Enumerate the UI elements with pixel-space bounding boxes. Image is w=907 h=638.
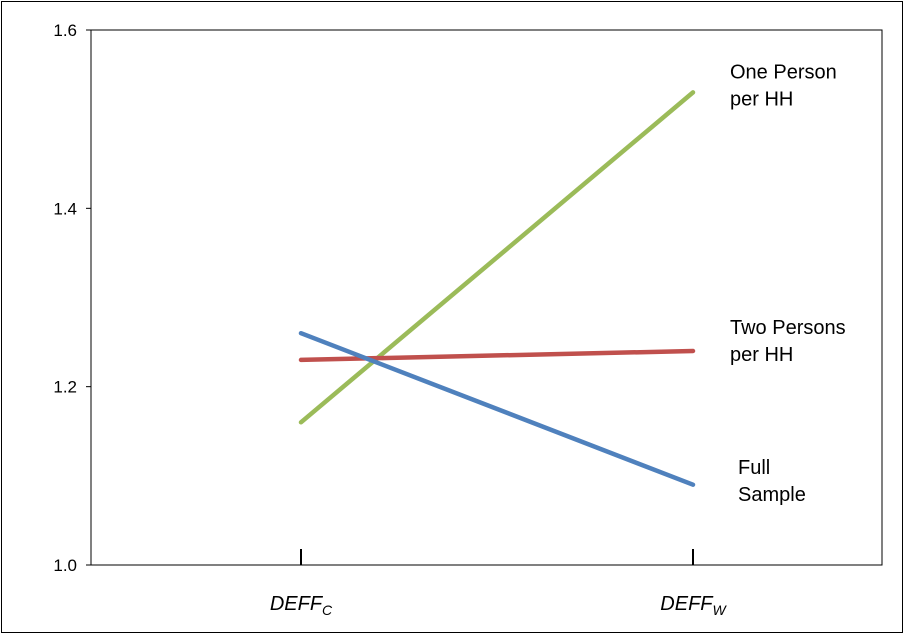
- y-tick-label: 1.2: [53, 378, 77, 397]
- y-ticks: 1.0 1.2 1.4 1.6: [53, 21, 91, 575]
- series-label-line: Two Persons: [730, 317, 846, 339]
- plot-area: [90, 29, 883, 566]
- x-category-subscript: C: [322, 602, 333, 618]
- series-line-2: [298, 330, 696, 487]
- series-lines: [298, 90, 696, 487]
- series-label-line: One Person: [730, 61, 837, 83]
- series-label-line: Sample: [738, 484, 806, 506]
- series-label-2: Full Sample: [738, 457, 806, 506]
- series-line-0: [298, 90, 696, 425]
- series-label-line: Full: [738, 457, 770, 479]
- y-tick-label: 1.4: [53, 199, 77, 218]
- y-tick-label: 1.0: [53, 556, 77, 575]
- series-labels: One Person per HH Two Persons per HH Full Sam…: [730, 61, 846, 505]
- x-category-main: DEFF: [660, 593, 714, 615]
- x-category-subscript: W: [713, 602, 728, 618]
- x-ticks: DEFFC DEFFW: [270, 549, 728, 618]
- series-label-line: per HH: [730, 344, 793, 366]
- axes: [90, 29, 883, 566]
- x-category-label: DEFFC: [270, 593, 333, 618]
- series-label-1: Two Persons per HH: [730, 317, 846, 366]
- series-label-line: per HH: [730, 88, 793, 110]
- x-category-label: DEFFW: [660, 593, 727, 618]
- y-tick-label: 1.6: [53, 21, 77, 40]
- series-label-0: One Person per HH: [730, 61, 837, 110]
- x-category-main: DEFF: [270, 593, 324, 615]
